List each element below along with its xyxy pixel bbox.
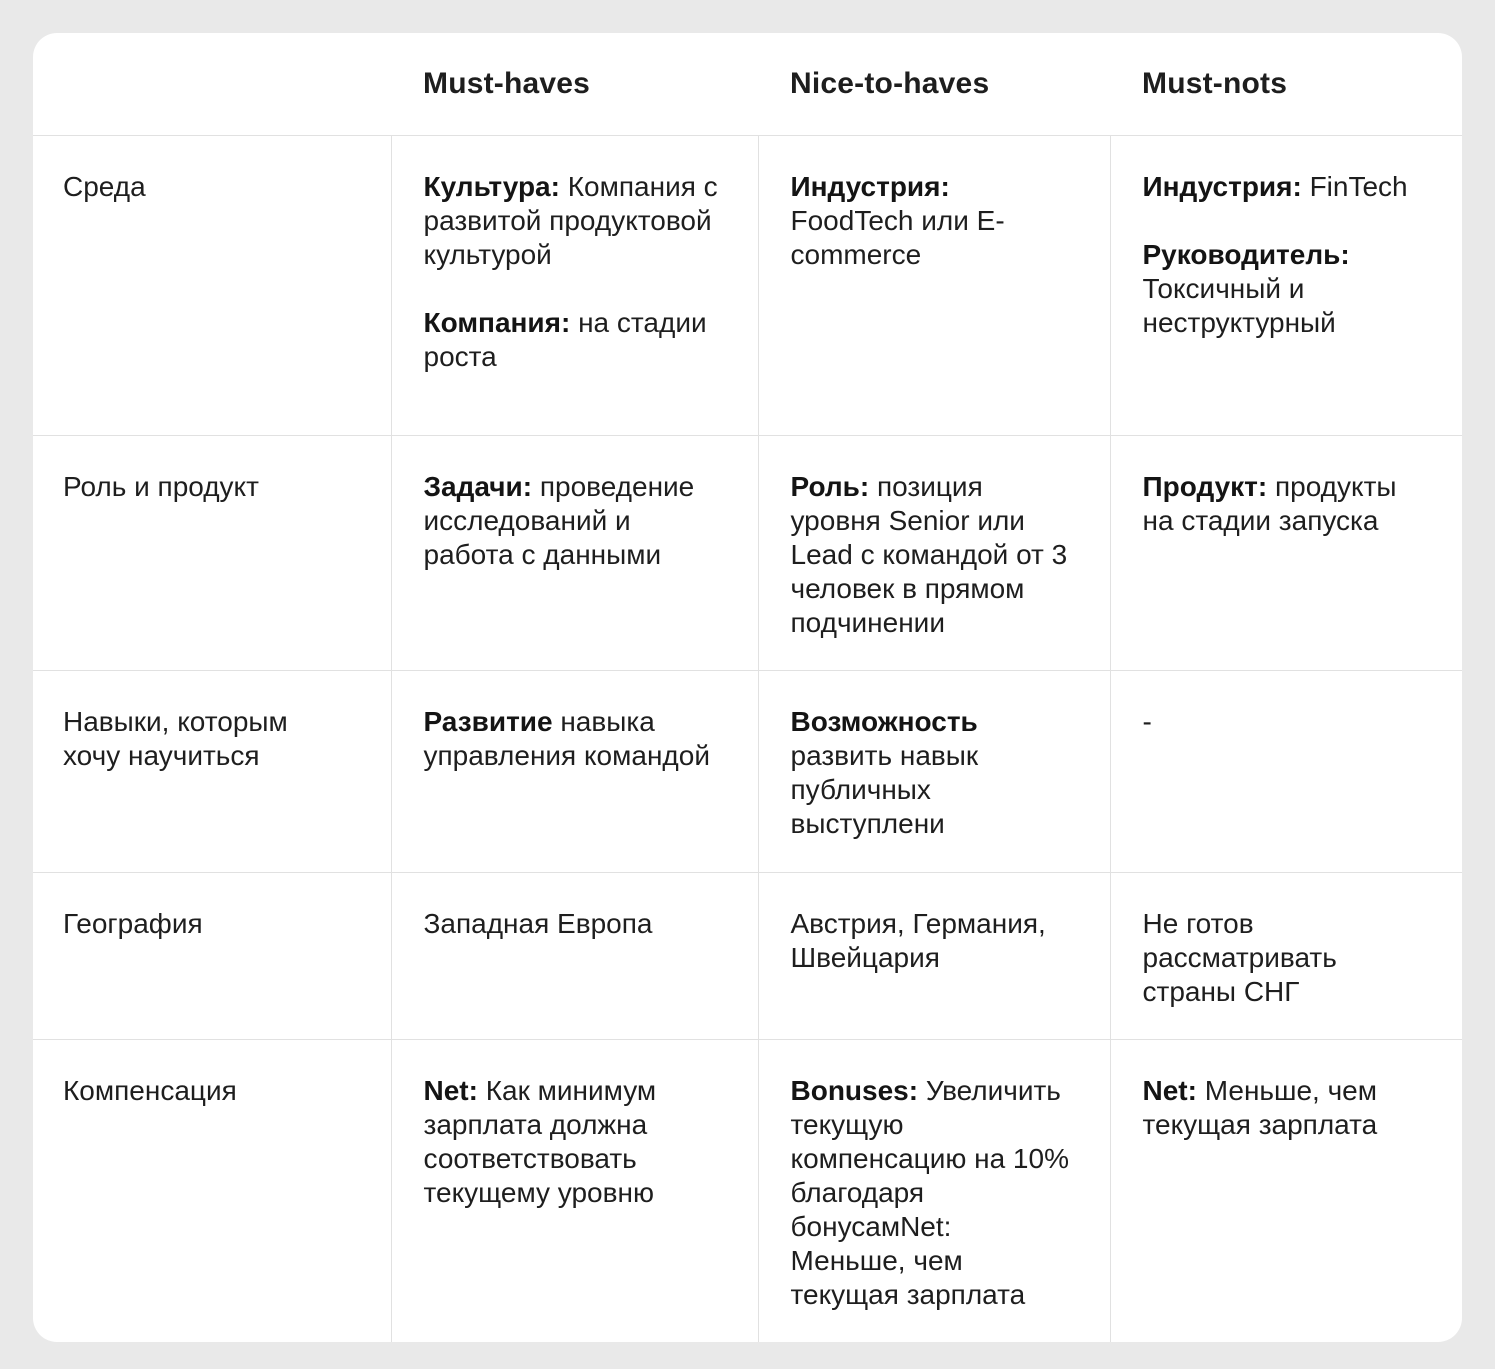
term-bold: Индустрия: [1142, 170, 1302, 202]
cell-paragraph: Компания: на стадии роста [423, 306, 707, 372]
cell-paragraph: Возможность развить навык публичных выст… [790, 705, 979, 839]
row-label: География [33, 871, 391, 1039]
term-bold: Возможность [790, 705, 978, 737]
term-bold: Bonuses: [790, 1074, 919, 1106]
cell-must-haves: Задачи: проведение исследований и работа… [390, 434, 758, 670]
term-bold: Продукт: [1142, 470, 1268, 502]
header-row: Must-haves Nice-to-haves Must-nots [33, 33, 1462, 135]
term-bold: Индустрия: [790, 170, 950, 202]
cell-paragraph: Продукт: продукты на стадии запуска [1142, 470, 1397, 536]
criteria-table: Must-haves Nice-to-haves Must-nots Среда… [33, 33, 1462, 1342]
header-cell-must-haves: Must-haves [423, 66, 591, 100]
criteria-table-card: Must-haves Nice-to-haves Must-nots Среда… [33, 33, 1462, 1342]
header-cell-must-nots: Must-nots [1142, 66, 1288, 100]
cell-must-nots: Продукт: продукты на стадии запуска [1109, 434, 1462, 670]
term-bold: Руководитель: [1142, 238, 1350, 270]
term-bold: Развитие [423, 705, 553, 737]
cell-paragraph: Культура: Компания с развитой продуктово… [423, 170, 718, 270]
cell-paragraph: Bonuses: Увеличить текущую компенсацию н… [790, 1074, 1069, 1310]
term-bold: Net: [423, 1074, 478, 1106]
table-row: Роль и продукт Задачи: проведение исследо… [33, 434, 1462, 670]
cell-must-nots: Net: Меньше, чем текущая зарплата [1109, 1038, 1462, 1342]
cell-paragraph: Западная Европа [423, 907, 653, 939]
term-bold: Задачи: [423, 470, 533, 502]
cell-paragraph: Развитие навыка управления командой [423, 705, 710, 771]
cell-must-haves: Net: Как минимум зарплата должна соответ… [390, 1038, 758, 1342]
cell-paragraph: Не готов рассматривать страны СНГ [1142, 907, 1337, 1007]
table-row: Среда Культура: Компания с развитой проду… [33, 134, 1462, 435]
row-label: Навыки, которым хочу научиться [33, 669, 391, 872]
table-row: География Западная Европа Австрия, Германи… [33, 871, 1462, 1039]
header-cell-empty [33, 33, 391, 135]
table-row: Навыки, которым хочу научиться Развитие н… [33, 669, 1462, 872]
cell-paragraph: Net: Меньше, чем текущая зарплата [1142, 1074, 1378, 1140]
cell-paragraph: Индустрия: FinTech [1142, 170, 1408, 202]
cell-must-nots: Индустрия: FinTech Руководитель: Токсичны… [1109, 134, 1462, 435]
cell-must-nots: - [1109, 669, 1462, 872]
row-label: Среда [33, 134, 391, 435]
table-row: Компенсация Net: Как минимум зарплата дол… [33, 1038, 1462, 1342]
cell-nice-to-haves: Индустрия: FoodTech или E-commerce [757, 134, 1110, 435]
term-bold: Net: [1142, 1074, 1197, 1106]
cell-paragraph: Австрия, Германия, Швейцария [790, 907, 1046, 973]
cell-nice-to-haves: Австрия, Германия, Швейцария [757, 871, 1110, 1039]
row-label: Роль и продукт [33, 434, 391, 670]
term-bold: Компания: [423, 306, 571, 338]
cell-paragraph: - [1142, 705, 1152, 737]
cell-paragraph: Индустрия: FoodTech или E-commerce [790, 170, 1005, 270]
cell-nice-to-haves: Bonuses: Увеличить текущую компенсацию н… [757, 1038, 1110, 1342]
term-bold: Культура: [423, 170, 560, 202]
cell-nice-to-haves: Роль: позиция уровня Senior или Lead с к… [757, 434, 1110, 670]
term-bold: Роль: [790, 470, 870, 502]
row-label: Компенсация [33, 1038, 391, 1342]
cell-must-haves: Развитие навыка управления командой [390, 669, 758, 872]
cell-must-nots: Не готов рассматривать страны СНГ [1109, 871, 1462, 1039]
cell-paragraph: Задачи: проведение исследований и работа… [423, 470, 695, 570]
cell-nice-to-haves: Возможность развить навык публичных выст… [757, 669, 1110, 872]
cell-must-haves: Западная Европа [390, 871, 758, 1039]
cell-paragraph: Роль: позиция уровня Senior или Lead с к… [790, 470, 1068, 638]
cell-paragraph: Net: Как минимум зарплата должна соответ… [423, 1074, 657, 1208]
cell-paragraph: Руководитель: Токсичный и неструктурный [1142, 238, 1350, 338]
cell-must-haves: Культура: Компания с развитой продуктово… [390, 134, 758, 435]
header-cell-nice-to-haves: Nice-to-haves [790, 66, 990, 100]
